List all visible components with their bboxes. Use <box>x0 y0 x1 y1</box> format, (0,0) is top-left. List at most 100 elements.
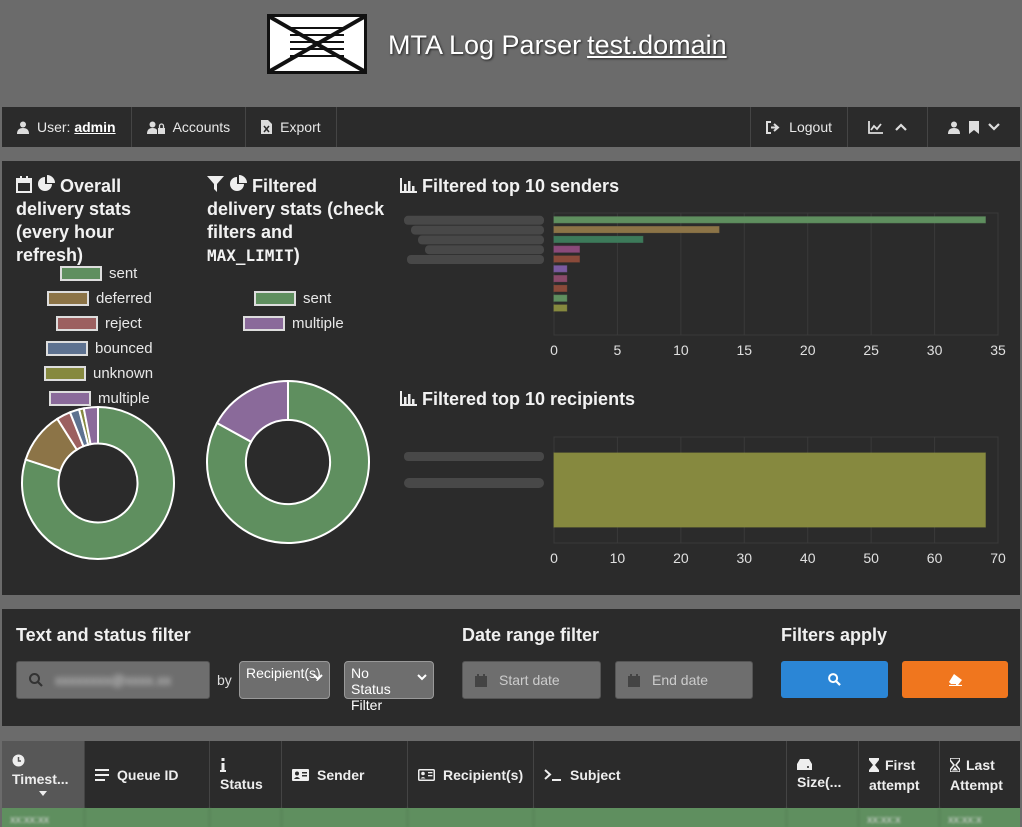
bar[interactable] <box>553 265 568 273</box>
overall-stats-title: Overall delivery stats (every hour refre… <box>16 175 186 267</box>
domain-link[interactable]: test.domain <box>587 30 727 60</box>
column-first-attempt[interactable]: First attempt <box>859 741 940 808</box>
nav-logout[interactable]: Logout <box>750 107 847 147</box>
clear-filters-button[interactable] <box>902 661 1008 698</box>
nav-user[interactable]: User: admin <box>2 107 132 147</box>
calendar-icon <box>475 673 487 687</box>
donut-slice-sent[interactable] <box>206 379 370 544</box>
bar-chart-icon <box>400 178 417 193</box>
donut-slice-sent[interactable] <box>21 405 175 560</box>
sort-down-icon <box>12 790 74 796</box>
start-date-input[interactable]: Start date <box>462 661 601 699</box>
bar[interactable] <box>553 226 720 234</box>
filtered-stats-title: Filtered delivery stats (check filters a… <box>207 175 385 265</box>
nav-charts-toggle[interactable] <box>847 107 927 147</box>
legend-swatch <box>243 316 285 331</box>
column-queue-id[interactable]: Queue ID <box>85 741 210 808</box>
axis-tick-label: 30 <box>736 550 752 566</box>
legend-label: reject <box>105 315 142 332</box>
column-last-attempt[interactable]: Last Attempt <box>950 756 1003 793</box>
legend-item-sent[interactable]: sent <box>60 265 137 282</box>
filtered-donut-chart <box>206 379 370 544</box>
legend-item-multiple[interactable]: multiple <box>49 390 150 407</box>
search-input[interactable]: xxxxxxxx@xxxx.xx <box>16 661 210 699</box>
overall-donut-chart <box>21 405 175 560</box>
logout-label: Logout <box>789 119 832 135</box>
axis-tick-label: 35 <box>990 342 1006 358</box>
user-icon <box>948 121 960 134</box>
status-select[interactable]: No Status Filter <box>344 661 434 713</box>
legend-swatch <box>60 266 102 281</box>
column-timestamp[interactable]: Timest... <box>2 741 85 808</box>
nav-accounts[interactable]: Accounts <box>132 107 247 147</box>
terminal-icon <box>544 768 562 781</box>
apply-search-button[interactable] <box>781 661 888 698</box>
redacted-label <box>411 225 544 235</box>
search-icon <box>29 673 43 687</box>
top-navbar: User: admin Accounts Export Logout <box>2 107 1020 147</box>
axis-tick-label: 70 <box>990 550 1006 566</box>
user-label: User: admin <box>37 119 116 135</box>
column-subject[interactable]: Subject <box>534 741 787 808</box>
bar[interactable] <box>553 304 568 312</box>
filter-panel: Text and status filter xxxxxxxx@xxxx.xx … <box>2 609 1020 726</box>
legend-item-reject[interactable]: reject <box>56 315 142 332</box>
search-icon <box>828 673 841 686</box>
stats-panel: Overall delivery stats (every hour refre… <box>2 161 1020 595</box>
bar[interactable] <box>553 235 644 243</box>
legend-item-sent[interactable]: sent <box>254 290 331 307</box>
legend-item-bounced[interactable]: bounced <box>46 340 153 357</box>
axis-tick-label: 15 <box>736 342 752 358</box>
bar[interactable] <box>553 275 568 283</box>
bar[interactable] <box>553 294 568 302</box>
hourglass-icon <box>869 757 879 772</box>
axis-tick-label: 0 <box>550 550 558 566</box>
bookmark-icon <box>969 120 979 134</box>
recipients-chart-title: Filtered top 10 recipients <box>400 388 635 411</box>
bar[interactable] <box>553 245 580 253</box>
list-icon <box>95 768 109 781</box>
end-date-input[interactable]: End date <box>615 661 753 699</box>
axis-tick-label: 20 <box>800 342 816 358</box>
pie-chart-icon <box>37 175 56 193</box>
clock-icon <box>12 754 74 767</box>
legend-swatch <box>49 391 91 406</box>
field-select[interactable]: Recipient(s) <box>239 661 330 699</box>
filter-icon <box>207 176 224 193</box>
senders-chart-title: Filtered top 10 senders <box>400 175 619 198</box>
column-recipients[interactable]: Recipient(s) <box>408 741 534 808</box>
user-icon <box>17 121 29 134</box>
plot-frame <box>553 212 999 336</box>
text-filter-title: Text and status filter <box>16 625 191 645</box>
column-sender[interactable]: Sender <box>282 741 408 808</box>
bar-chart-icon <box>400 391 417 406</box>
legend-label: unknown <box>93 365 154 382</box>
nav-export[interactable]: Export <box>246 107 337 147</box>
info-icon <box>220 757 271 772</box>
legend-label: bounced <box>95 340 153 357</box>
log-table-header: Timest... Queue ID Status Sender Recipie… <box>2 741 1020 808</box>
legend-item-unknown[interactable]: unknown <box>44 365 153 382</box>
bar[interactable] <box>553 452 986 528</box>
column-size[interactable]: Size(... <box>787 741 859 808</box>
legend-label: multiple <box>292 315 344 332</box>
donut-slice-multiple[interactable] <box>82 405 99 446</box>
axis-tick-label: 25 <box>863 342 879 358</box>
axis-tick-label: 30 <box>927 342 943 358</box>
bar[interactable] <box>553 255 580 263</box>
chart-area-icon <box>868 120 883 134</box>
username-link[interactable]: admin <box>74 119 116 135</box>
donut-slice-multiple[interactable] <box>215 379 289 444</box>
column-status[interactable]: Status <box>210 741 282 808</box>
envelope-logo-icon <box>267 14 367 74</box>
nav-user-menu[interactable] <box>927 107 1020 147</box>
legend-item-deferred[interactable]: deferred <box>47 290 152 307</box>
filters-apply-title: Filters apply <box>781 625 888 645</box>
legend-swatch <box>56 316 98 331</box>
bar[interactable] <box>553 284 568 292</box>
redacted-label <box>404 478 544 488</box>
legend-item-multiple[interactable]: multiple <box>243 315 344 332</box>
calendar-icon <box>628 673 640 687</box>
bar[interactable] <box>553 216 986 224</box>
table-row[interactable]: xx:xx:xx xx:xx:x xx:xx:x <box>2 808 1020 827</box>
